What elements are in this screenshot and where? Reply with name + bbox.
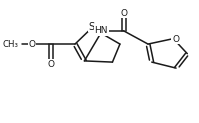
Text: CH₃: CH₃: [3, 40, 19, 49]
Text: HN: HN: [95, 26, 108, 35]
Text: O: O: [172, 35, 179, 44]
Text: O: O: [47, 60, 54, 69]
Text: O: O: [28, 40, 35, 49]
Text: O: O: [120, 9, 127, 18]
Text: S: S: [89, 22, 95, 32]
